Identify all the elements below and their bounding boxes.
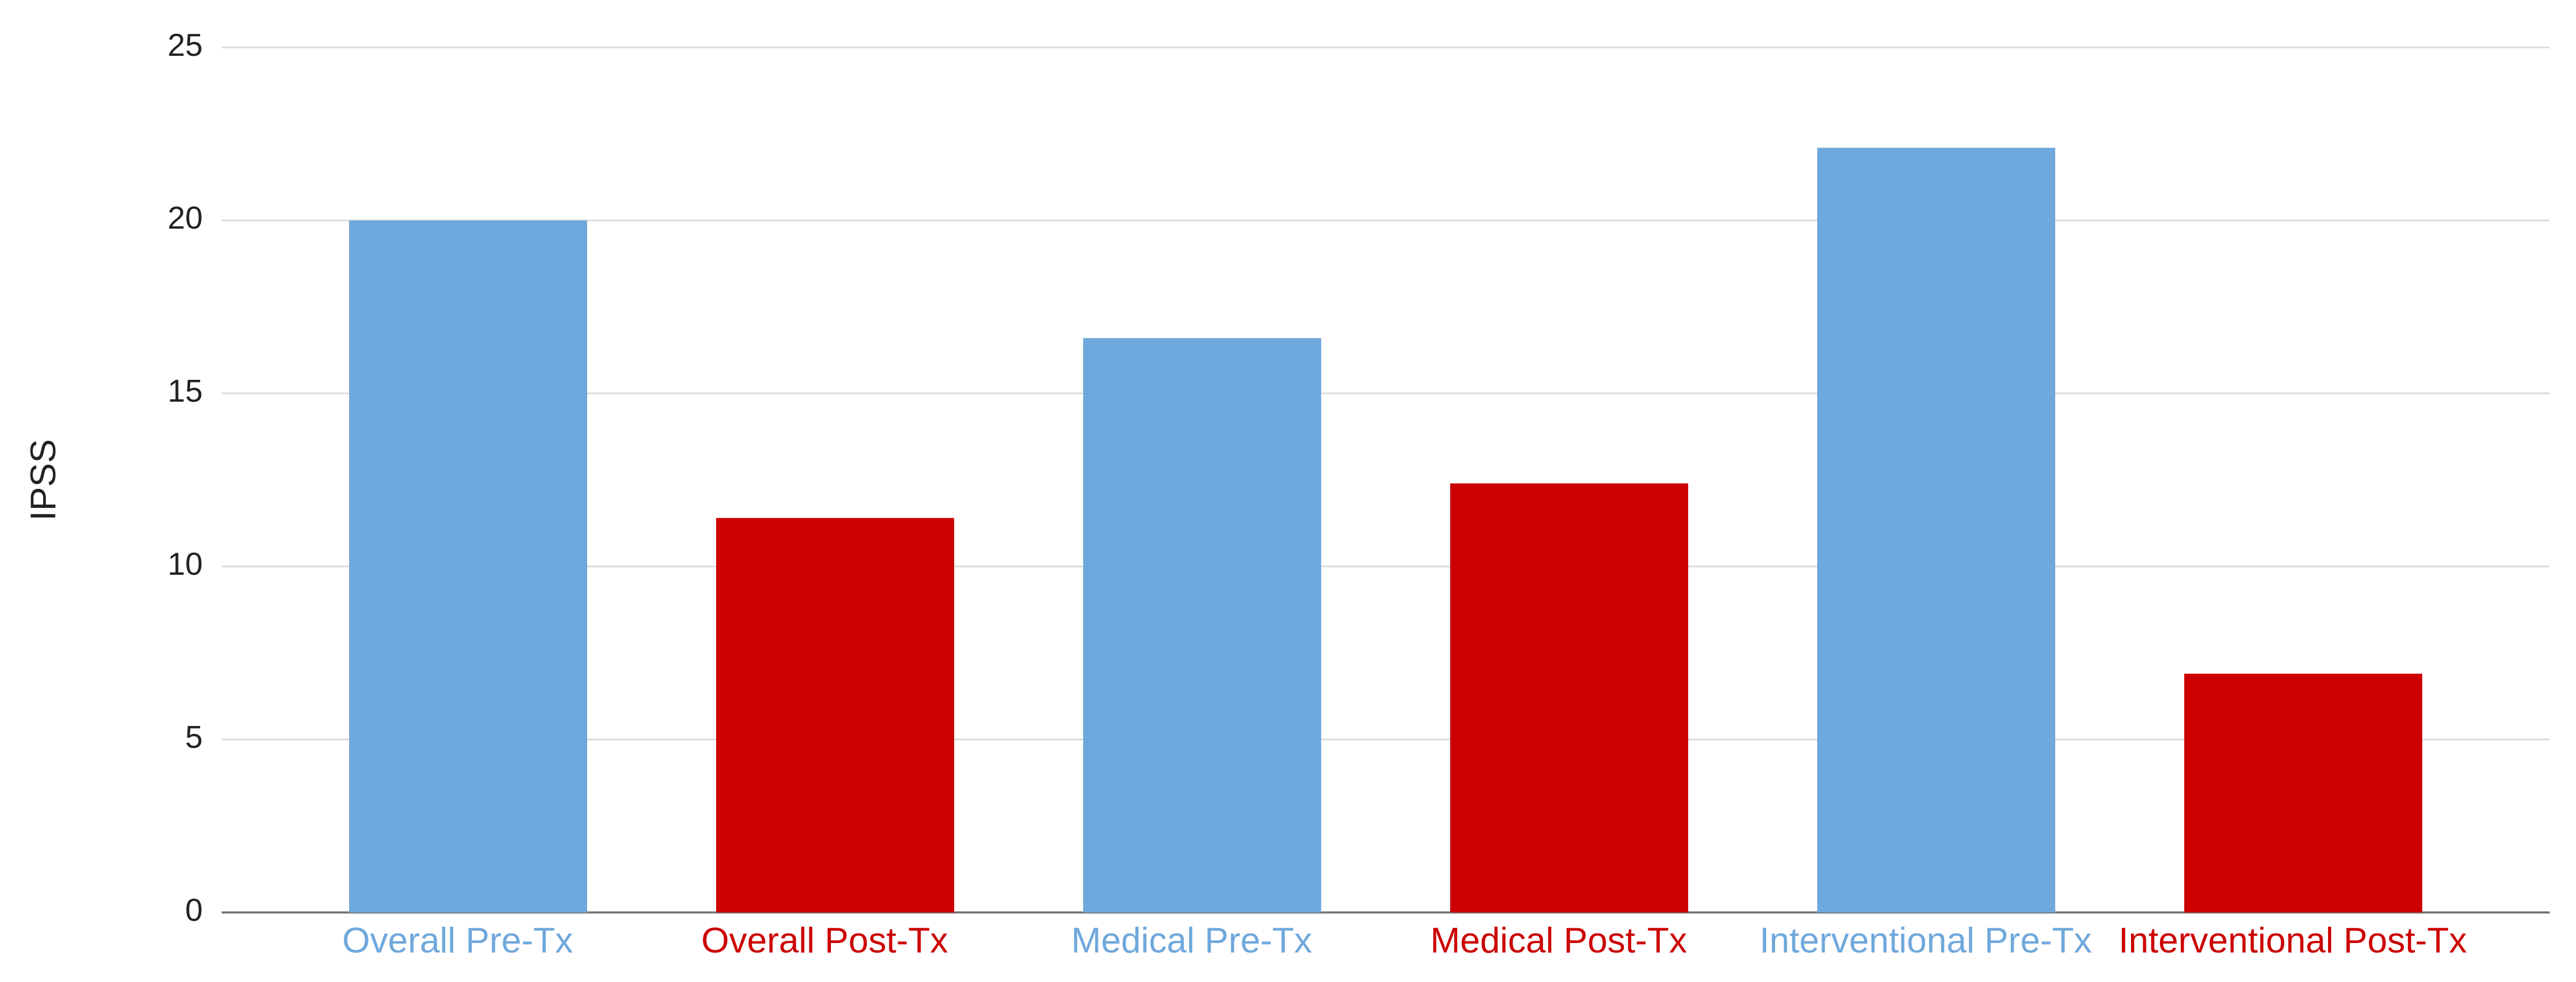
bar: [716, 518, 954, 912]
bar: [349, 220, 587, 912]
y-axis-label: IPSS: [23, 439, 63, 521]
x-tick-label: Interventional Post-Tx: [2118, 920, 2466, 960]
x-tick-label: Medical Post-Tx: [1430, 920, 1687, 960]
bar: [1083, 338, 1321, 913]
y-tick-label: 5: [185, 719, 203, 754]
x-tick-label: Overall Pre-Tx: [342, 920, 573, 960]
y-tick-label: 10: [167, 546, 203, 582]
x-tick-label: Overall Post-Tx: [701, 920, 948, 960]
bar: [1450, 483, 1688, 912]
bar: [2184, 673, 2422, 912]
x-tick-label: Medical Pre-Tx: [1071, 920, 1312, 960]
y-tick-label: 20: [167, 200, 203, 235]
y-tick-label: 0: [185, 892, 203, 928]
bar: [1817, 148, 2055, 913]
y-tick-label: 15: [167, 374, 203, 409]
y-tick-label: 25: [167, 27, 203, 63]
x-tick-label: Interventional Pre-Tx: [1759, 920, 2092, 960]
